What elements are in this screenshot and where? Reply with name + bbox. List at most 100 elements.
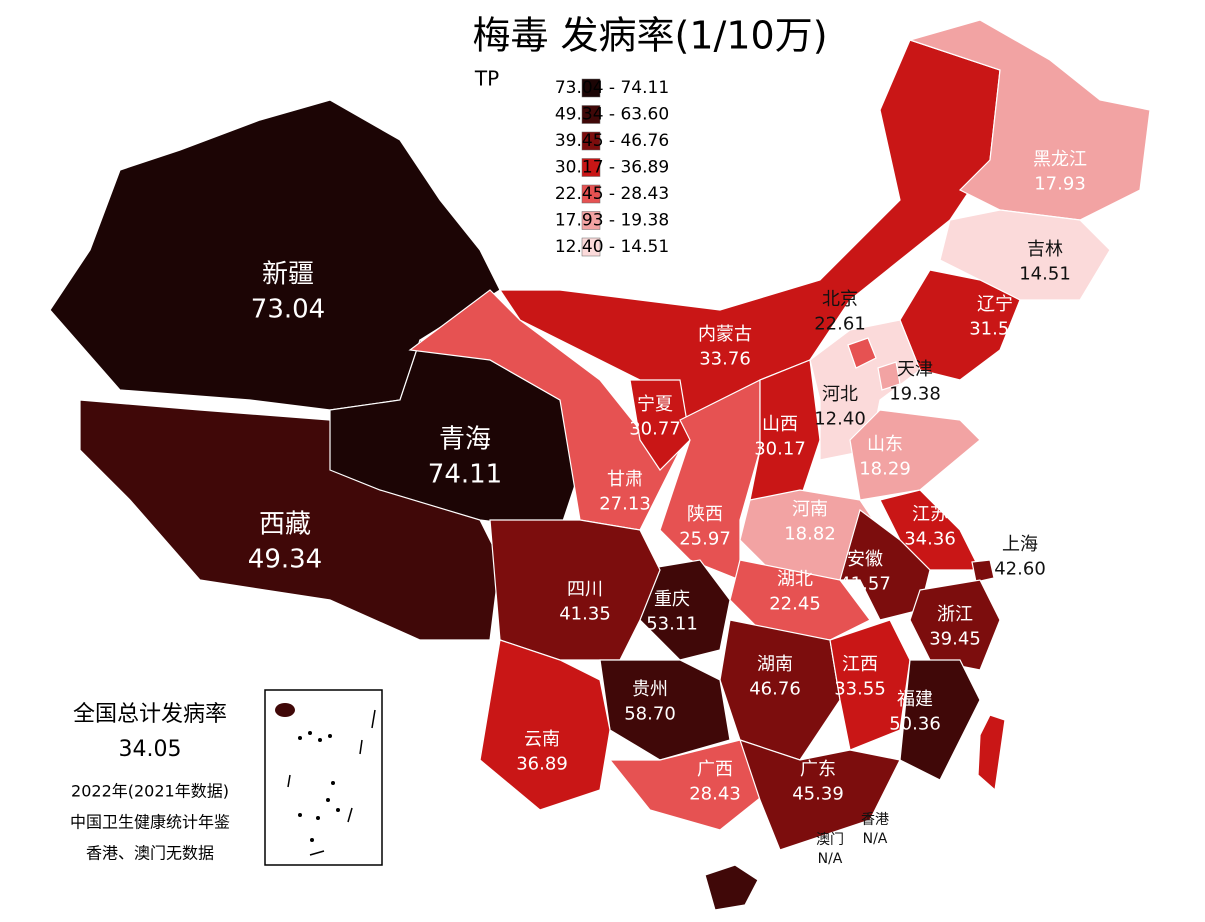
- province: [907, 19, 1151, 221]
- province-value: 36.87: [1014, 770, 1066, 791]
- province-value: 33.55: [834, 678, 886, 699]
- province-value: 53.11: [646, 613, 698, 634]
- legend-label: 30.17 - 36.89: [555, 158, 669, 178]
- legend-swatch: [581, 211, 601, 230]
- province: [909, 579, 1001, 671]
- province-value: N/A: [863, 831, 888, 847]
- province-value: 18.82: [784, 523, 836, 544]
- missing-note: 香港、澳门无数据: [86, 844, 214, 863]
- province: [847, 337, 877, 369]
- province: [839, 508, 931, 621]
- legend-label: 12.40 - 14.51: [555, 237, 669, 257]
- province-value: 39.45: [929, 628, 981, 649]
- year-note: 2022年(2021年数据): [71, 782, 229, 801]
- province-value: 28.43: [689, 783, 741, 804]
- province-name: 辽宁: [977, 294, 1013, 315]
- province-value: 42.60: [994, 558, 1046, 579]
- province-name: 西藏: [259, 510, 311, 540]
- province-value: 12.40: [814, 408, 866, 429]
- province-name: 山西: [762, 414, 798, 435]
- province-name: 山东: [867, 434, 903, 455]
- legend-label: 49.34 - 63.60: [555, 105, 669, 125]
- province: [939, 209, 1111, 301]
- province: [704, 864, 759, 911]
- province: [899, 659, 981, 781]
- province-name: 北京: [822, 289, 858, 310]
- legend-swatch: [581, 158, 601, 177]
- province-name: 新疆: [262, 260, 314, 290]
- regions: 新疆 73.04 西藏 49.34 青海 74.11 甘肃 27.13 内蒙古 33.76 宁夏 30…: [49, 19, 1151, 919]
- province-name: 吉林: [1027, 239, 1063, 260]
- province-value: 30.17: [754, 438, 806, 459]
- province-value: 46.76: [749, 678, 801, 699]
- legend-swatch: [581, 237, 601, 257]
- province-name: 云南: [524, 729, 560, 750]
- province-name: 浙江: [937, 604, 973, 625]
- province-name: 河北: [822, 384, 858, 405]
- legend-label: 22.45 - 28.43: [555, 184, 669, 204]
- province-name: 天津: [897, 359, 933, 380]
- province-name: 安徽: [847, 549, 883, 570]
- province-value: 31.57: [969, 318, 1021, 339]
- province: [971, 559, 995, 583]
- province-name: 湖南: [757, 654, 793, 675]
- south-sea-inset: [264, 689, 383, 866]
- total-value: 34.05: [119, 737, 182, 762]
- province-name: 河南: [792, 499, 828, 520]
- province-value: 25.97: [679, 528, 731, 549]
- province-value: 33.76: [699, 348, 751, 369]
- province-name: 上海: [1002, 534, 1038, 555]
- legend-swatch: [581, 105, 601, 124]
- province: [739, 739, 901, 851]
- province: [479, 639, 611, 811]
- province: [829, 619, 911, 751]
- province-value: 45.39: [792, 783, 844, 804]
- province-value: 63.60: [644, 898, 696, 919]
- legend-label: 39.45 - 46.76: [555, 131, 669, 151]
- province-value: 17.93: [1034, 173, 1086, 194]
- province-value: 22.61: [814, 313, 866, 334]
- province-name: 湖北: [777, 569, 813, 590]
- province-value: 73.04: [251, 295, 325, 325]
- subtitle: TP: [474, 67, 499, 91]
- province: [49, 99, 501, 411]
- province-name: 重庆: [654, 589, 690, 610]
- province-value: 18.29: [859, 458, 911, 479]
- legend-swatch: [581, 78, 601, 98]
- province-name: 贵州: [632, 679, 668, 700]
- province-value: 74.11: [428, 460, 502, 490]
- total-label: 全国总计发病率: [73, 702, 227, 727]
- province-name: 江苏: [912, 504, 948, 525]
- province-name: 甘肃: [607, 469, 643, 490]
- province-value: 36.89: [516, 753, 568, 774]
- province-name: 江西: [842, 654, 878, 675]
- province-name: 香港: [861, 812, 889, 828]
- province-value: 14.51: [1019, 263, 1071, 284]
- province-name: 台湾: [1022, 746, 1058, 767]
- province-name: 广东: [800, 759, 836, 780]
- province-value: 50.36: [889, 713, 941, 734]
- province: [849, 409, 981, 501]
- legend-label: 17.93 - 19.38: [555, 211, 669, 231]
- legend-swatch: [581, 131, 601, 151]
- province-name: 海南: [652, 874, 688, 895]
- legend-swatch: [581, 184, 601, 204]
- province-name: 澳门: [816, 832, 844, 848]
- province-value: 30.77: [629, 418, 681, 439]
- province-value: N/A: [818, 851, 843, 867]
- province-name: 青海: [439, 425, 491, 455]
- province-value: 19.38: [889, 383, 941, 404]
- province-value: 22.45: [769, 593, 821, 614]
- province-name: 宁夏: [637, 394, 673, 415]
- province-value: 41.35: [559, 603, 611, 624]
- province: [629, 379, 691, 471]
- province: [809, 319, 921, 461]
- legend: 73.04 - 74.11 49.34 - 63.60 39.45 - 46.76 3…: [555, 78, 669, 257]
- province-value: 34.36: [904, 528, 956, 549]
- province-value: 49.34: [248, 545, 322, 575]
- source-note: 中国卫生健康统计年鉴: [70, 813, 230, 832]
- title: 梅毒 发病率(1/10万): [472, 14, 827, 58]
- province-name: 广西: [697, 759, 733, 780]
- province-name: 四川: [567, 579, 603, 600]
